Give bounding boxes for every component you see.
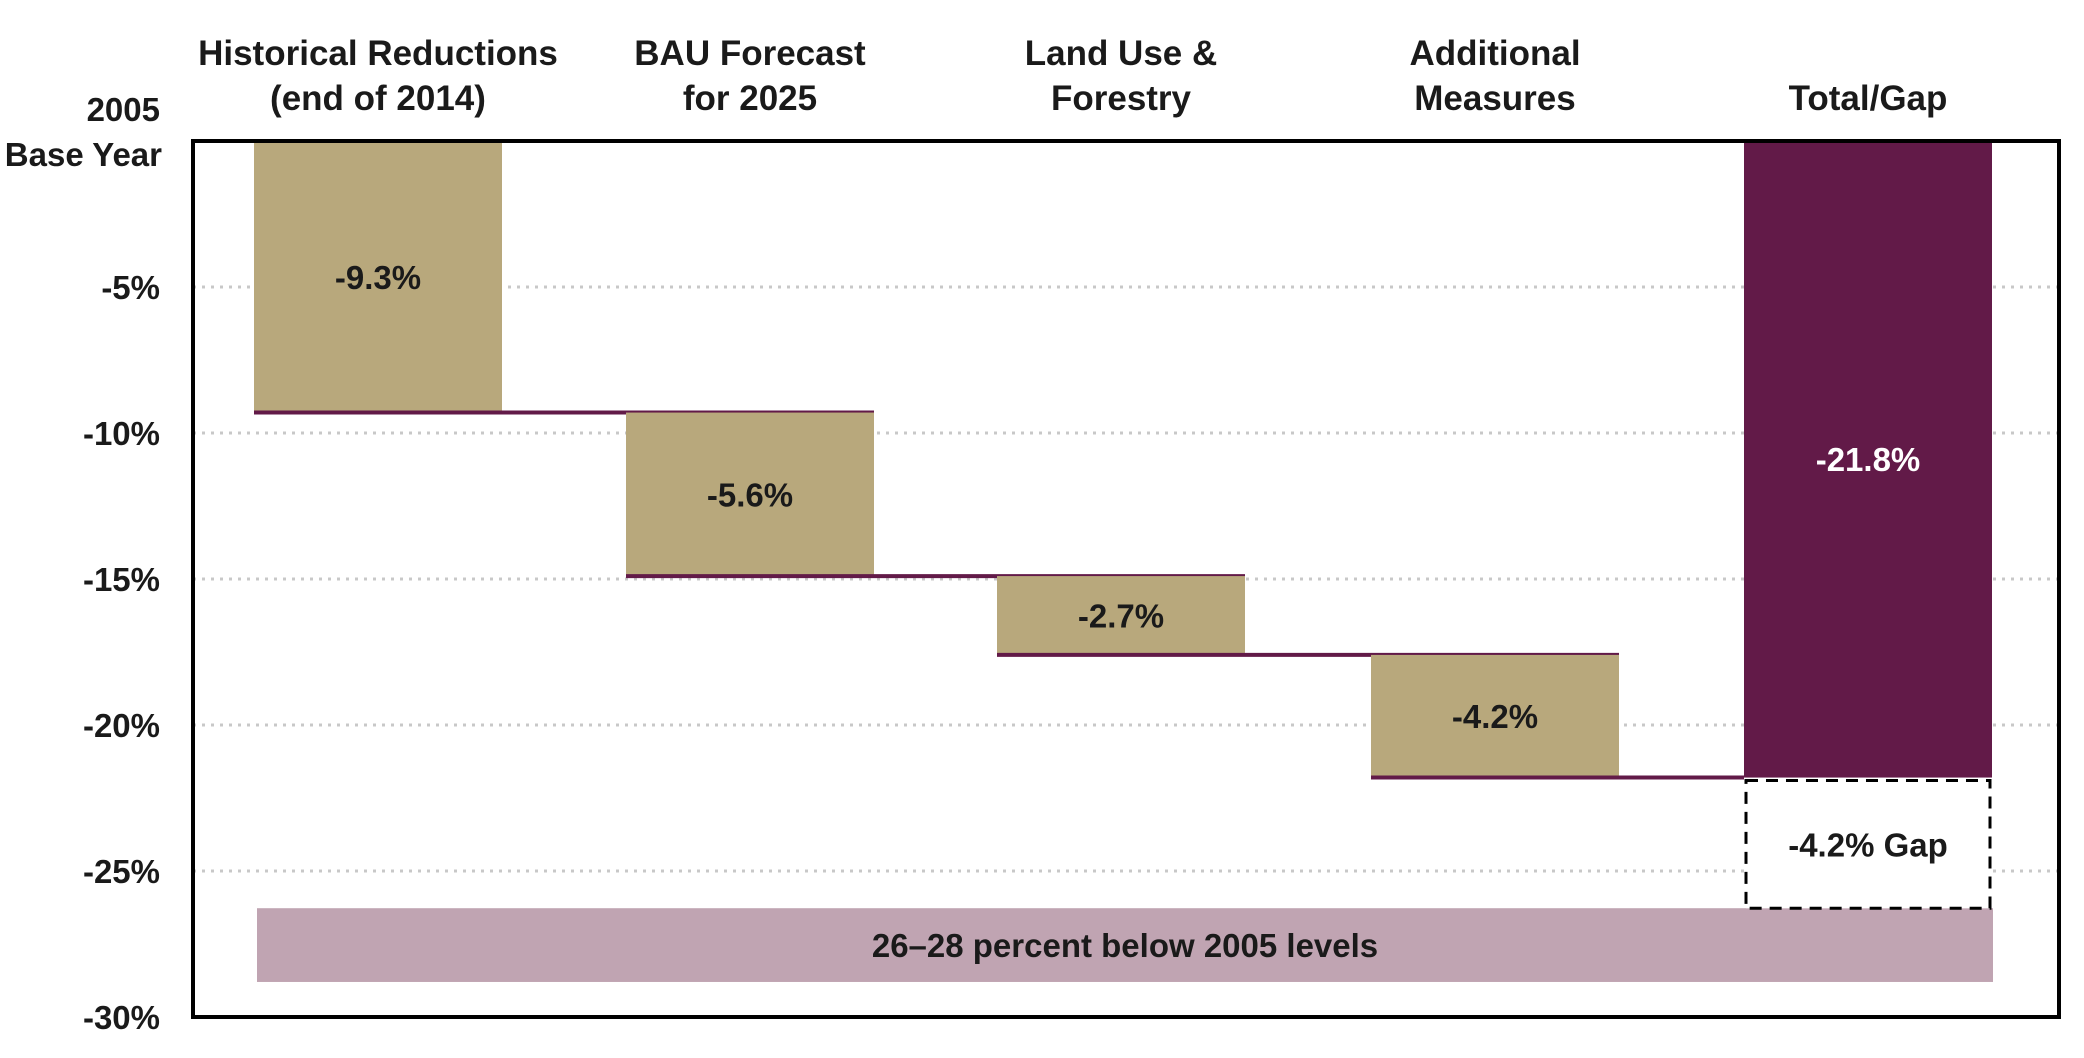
category-label: Land Use & Forestry: [1025, 34, 1218, 118]
gap-label: -4.2% Gap: [1788, 826, 1948, 863]
category-label-line: Land Use &: [1025, 34, 1218, 73]
category-label-line: BAU Forecast: [634, 34, 866, 73]
category-label: Total/Gap: [1789, 79, 1948, 118]
step-value-label: -2.7%: [1078, 598, 1164, 635]
bars-layer: [254, 141, 1992, 910]
category-label: Additional Measures: [1409, 34, 1580, 118]
y-tick-label: -25%: [83, 853, 160, 890]
category-label-line: Additional: [1409, 34, 1580, 73]
category-label-line: Measures: [1414, 79, 1575, 118]
step-bar: [1371, 654, 1619, 778]
y-tick-label: -20%: [83, 707, 160, 744]
category-label-line: for 2025: [683, 79, 817, 118]
y-tick-label: -5%: [101, 269, 160, 306]
step-bar: [626, 412, 874, 577]
plot-frame: [191, 139, 2061, 1019]
y-tick-label: -10%: [83, 415, 160, 452]
target-band-label: 26–28 percent below 2005 levels: [872, 927, 1378, 964]
gap-box: [1744, 779, 1992, 910]
y-tick-label: -15%: [83, 561, 160, 598]
y-tick-label-line: 2005: [87, 91, 160, 128]
step-value-label: -9.3%: [335, 259, 421, 296]
step-bar: [997, 576, 1245, 655]
category-label-line: Historical Reductions: [198, 34, 558, 73]
step-value-label: -5.6%: [707, 476, 793, 513]
category-label: BAU Forecast for 2025: [634, 34, 866, 118]
step-bar: [254, 141, 502, 413]
labels-layer: 26–28 percent below 2005 levels -9.3% -5.6…: [335, 259, 1948, 964]
y-tick-label: 2005 Base Year: [5, 91, 162, 173]
step-value-label: -4.2%: [1452, 698, 1538, 735]
category-label-line: Forestry: [1051, 79, 1192, 118]
total-value-label: -21.8%: [1816, 441, 1921, 478]
category-label-line: (end of 2014): [270, 79, 486, 118]
total-bar: [1744, 141, 1992, 778]
y-tick-label: -30%: [83, 999, 160, 1036]
y-tick-label-line: Base Year: [5, 136, 162, 173]
target-band: [257, 908, 1993, 982]
target-band-layer: [257, 908, 1993, 982]
category-label: Historical Reductions (end of 2014): [198, 34, 558, 118]
axis-layer: 2005 Base Year -5% -10% -15% -20% -25% -30% Hist…: [5, 34, 1948, 1036]
category-label-line: Total/Gap: [1789, 79, 1948, 118]
